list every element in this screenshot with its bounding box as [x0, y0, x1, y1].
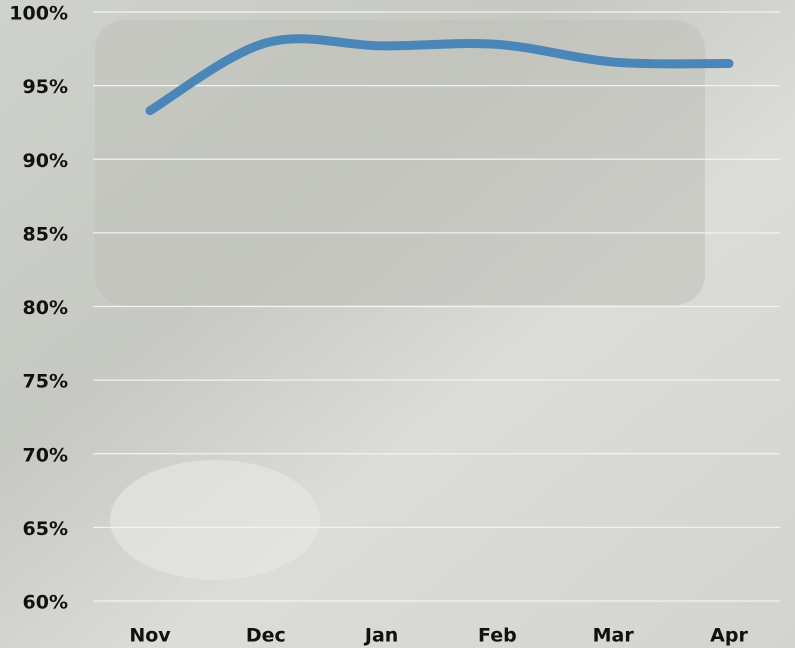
x-tick-label: Feb: [478, 625, 517, 647]
page: {"chart_data": {"type": "line", "categor…: [0, 0, 795, 648]
x-tick-label: Apr: [710, 625, 748, 647]
x-tick-label: Mar: [593, 625, 635, 647]
y-tick-label: 100%: [9, 3, 68, 25]
y-tick-label: 75%: [23, 371, 68, 393]
y-tick-label: 80%: [23, 297, 68, 319]
y-tick-label: 60%: [23, 592, 68, 614]
x-tick-label: Nov: [129, 625, 171, 647]
y-tick-label: 90%: [23, 150, 68, 172]
x-tick-label: Dec: [246, 625, 286, 647]
chart: 60% 65% 70% 75% 80% 85% 90% 95% 100% Nov Dec Jan Feb…: [0, 0, 795, 648]
y-tick-label: 70%: [23, 444, 68, 466]
background-shape: [110, 460, 320, 580]
y-tick-label: 65%: [23, 518, 68, 540]
y-tick-label: 85%: [23, 223, 68, 245]
y-tick-label: 95%: [23, 76, 68, 98]
x-tick-label: Jan: [363, 625, 398, 647]
